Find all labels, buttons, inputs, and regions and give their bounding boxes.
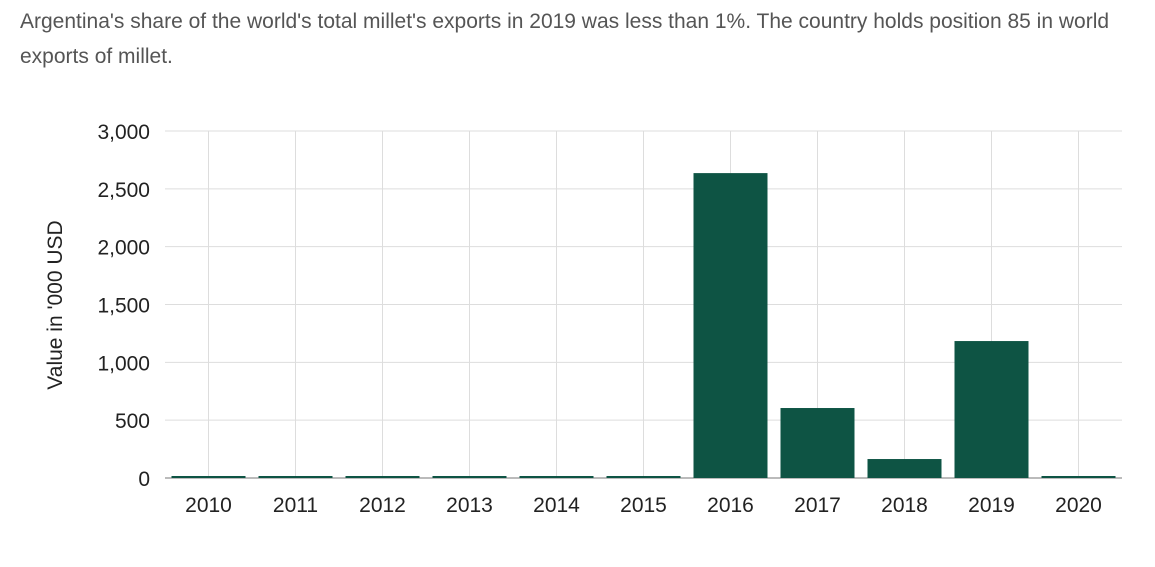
bar-2015 (606, 476, 681, 478)
x-tick-label: 2019 (968, 494, 1015, 517)
y-axis-label: Value in '000 USD (44, 220, 67, 389)
x-tick-label: 2015 (620, 494, 667, 517)
y-tick-label: 2,500 (97, 179, 150, 202)
y-tick-label: 0 (138, 468, 150, 491)
x-tick-label: 2012 (359, 494, 406, 517)
x-tick-label: 2010 (185, 494, 232, 517)
x-tick-label: 2018 (881, 494, 928, 517)
bar-2012 (345, 476, 420, 478)
bar-2017 (780, 408, 855, 478)
y-tick-label: 3,000 (97, 121, 150, 144)
x-tick-label: 2013 (446, 494, 493, 517)
x-tick-label: 2016 (707, 494, 754, 517)
bar-2013 (432, 476, 507, 478)
bar-2019 (954, 341, 1029, 478)
y-tick-label: 1,000 (97, 352, 150, 375)
y-tick-label: 500 (115, 410, 150, 433)
x-tick-label: 2020 (1055, 494, 1102, 517)
bar-2014 (519, 476, 594, 478)
x-tick-label: 2017 (794, 494, 841, 517)
bar-2010 (171, 476, 246, 478)
bar-2016 (693, 173, 768, 478)
bar-2020 (1041, 476, 1116, 478)
x-tick-label: 2014 (533, 494, 580, 517)
y-tick-label: 2,000 (97, 237, 150, 260)
x-tick-label: 2011 (273, 494, 318, 517)
bar-2011 (258, 476, 333, 478)
y-tick-label: 1,500 (97, 295, 150, 318)
bar-2018 (867, 459, 942, 478)
chart-description: Argentina's share of the world's total m… (20, 10, 1110, 68)
